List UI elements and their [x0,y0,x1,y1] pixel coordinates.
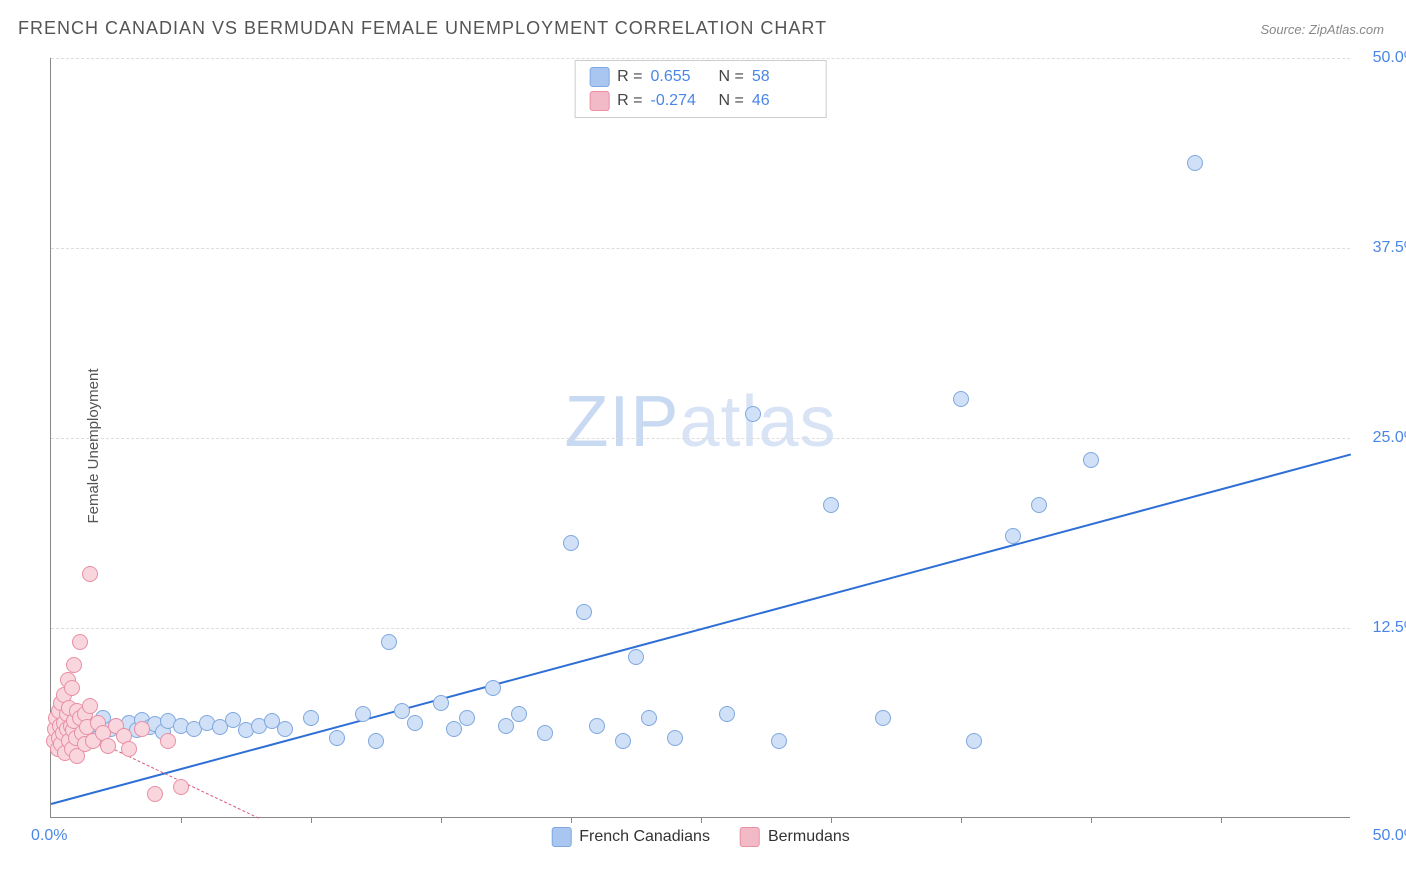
data-point [407,715,423,731]
legend-series: French Canadians Bermudans [551,827,850,847]
chart-title: FRENCH CANADIAN VS BERMUDAN FEMALE UNEMP… [18,18,827,39]
y-tick-label: 12.5% [1373,619,1406,637]
data-point [459,710,475,726]
legend-r-value-1: -0.274 [651,92,711,110]
plot-area: ZIPatlas R = 0.655 N = 58 R = -0.274 N =… [50,58,1350,818]
data-point [641,710,657,726]
legend-swatch-1 [589,91,609,111]
legend-swatch-0 [589,67,609,87]
legend-item-0: French Canadians [551,827,710,847]
x-axis-min-label: 0.0% [31,827,67,845]
legend-n-label-0: N = [719,68,744,86]
data-point [121,741,137,757]
watermark: ZIPatlas [564,381,836,463]
x-tick [571,817,572,823]
data-point [72,634,88,650]
data-point [537,725,553,741]
data-point [160,733,176,749]
data-point [875,710,891,726]
data-point [485,680,501,696]
data-point [277,721,293,737]
data-point [745,406,761,422]
x-tick [1091,817,1092,823]
y-tick-label: 37.5% [1373,239,1406,257]
gridline [51,58,1350,59]
legend-r-value-0: 0.655 [651,68,711,86]
x-tick [961,817,962,823]
data-point [1187,155,1203,171]
data-point [355,706,371,722]
data-point [719,706,735,722]
legend-n-label-1: N = [719,92,744,110]
data-point [1031,497,1047,513]
data-point [511,706,527,722]
data-point [667,730,683,746]
y-tick-label: 25.0% [1373,429,1406,447]
legend-r-label-0: R = [617,68,642,86]
legend-bottom-label-1: Bermudans [768,828,850,846]
x-tick [311,817,312,823]
data-point [368,733,384,749]
data-point [173,779,189,795]
data-point [394,703,410,719]
data-point [134,721,150,737]
data-point [303,710,319,726]
source-name: ZipAtlas.com [1309,22,1384,37]
data-point [563,535,579,551]
data-point [100,738,116,754]
data-point [82,566,98,582]
legend-row-1: R = -0.274 N = 46 [589,89,812,113]
x-tick [701,817,702,823]
data-point [64,680,80,696]
data-point [576,604,592,620]
legend-n-value-1: 46 [752,92,812,110]
data-point [615,733,631,749]
source-prefix: Source: [1260,22,1308,37]
data-point [329,730,345,746]
x-tick [1221,817,1222,823]
legend-correlation: R = 0.655 N = 58 R = -0.274 N = 46 [574,60,827,118]
x-tick [831,817,832,823]
legend-bottom-swatch-0 [551,827,571,847]
data-point [446,721,462,737]
legend-item-1: Bermudans [740,827,850,847]
data-point [381,634,397,650]
legend-bottom-label-0: French Canadians [579,828,710,846]
data-point [82,698,98,714]
data-point [147,786,163,802]
legend-r-label-1: R = [617,92,642,110]
data-point [628,649,644,665]
chart-container: FRENCH CANADIAN VS BERMUDAN FEMALE UNEMP… [0,0,1406,892]
watermark-atlas: atlas [679,382,836,462]
gridline [51,438,1350,439]
data-point [823,497,839,513]
data-point [771,733,787,749]
legend-bottom-swatch-1 [740,827,760,847]
x-axis-max-label: 50.0% [1373,827,1406,845]
legend-row-0: R = 0.655 N = 58 [589,65,812,89]
data-point [589,718,605,734]
legend-n-value-0: 58 [752,68,812,86]
data-point [953,391,969,407]
x-tick [441,817,442,823]
data-point [1083,452,1099,468]
y-tick-label: 50.0% [1373,49,1406,67]
data-point [66,657,82,673]
watermark-zip: ZIP [564,382,679,462]
data-point [966,733,982,749]
data-point [498,718,514,734]
source-attribution: Source: ZipAtlas.com [1260,22,1384,37]
x-tick [181,817,182,823]
gridline [51,248,1350,249]
data-point [433,695,449,711]
data-point [1005,528,1021,544]
